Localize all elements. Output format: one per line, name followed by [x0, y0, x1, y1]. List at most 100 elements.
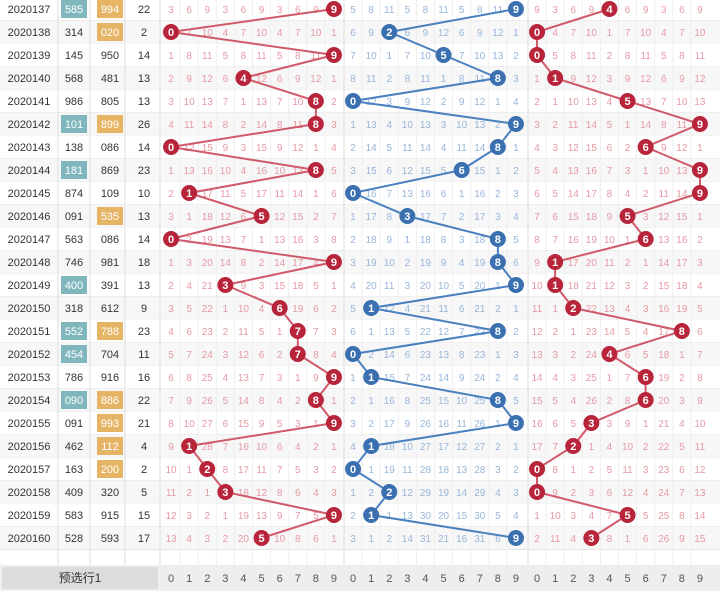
digit-header[interactable]: 4 — [240, 573, 246, 585]
miss-count: 5 — [607, 120, 613, 131]
digit-header[interactable]: 8 — [495, 573, 501, 585]
digit-header[interactable]: 5 — [624, 573, 630, 585]
miss-count: 11 — [184, 120, 195, 131]
digit-header[interactable]: 7 — [477, 573, 483, 585]
digit-header[interactable]: 7 — [295, 573, 301, 585]
miss-count: 8 — [223, 465, 229, 476]
svg-text:5: 5 — [440, 50, 446, 62]
miss-count: 3 — [552, 350, 558, 361]
miss-count: 4 — [186, 534, 192, 545]
miss-count: 26 — [586, 396, 598, 407]
miss-count: 6 — [441, 189, 447, 200]
digit-header[interactable]: 5 — [440, 573, 446, 585]
svg-text:0: 0 — [350, 464, 356, 476]
preselect-row-cell[interactable] — [2, 567, 158, 589]
miss-count: 8 — [459, 350, 465, 361]
digit-header[interactable]: 6 — [277, 573, 283, 585]
miss-count: 4 — [513, 373, 519, 384]
miss-count: 25 — [420, 396, 432, 407]
draw-badge — [97, 115, 123, 133]
miss-count: 17 — [676, 258, 688, 269]
digit-header[interactable]: 8 — [313, 573, 319, 585]
miss-count: 13 — [165, 534, 177, 545]
miss-count: 9 — [534, 5, 540, 16]
digit-header[interactable]: 0 — [534, 573, 540, 585]
digit-header[interactable]: 9 — [513, 573, 519, 585]
digit-header[interactable]: 6 — [643, 573, 649, 585]
digit-ball: 0 — [163, 231, 180, 247]
miss-count: 8 — [186, 51, 192, 62]
digit-header[interactable]: 2 — [570, 573, 576, 585]
miss-count: 20 — [474, 281, 486, 292]
digit-header[interactable]: 9 — [697, 573, 703, 585]
digit-ball: 1 — [547, 70, 564, 86]
miss-count: 8 — [313, 350, 319, 361]
miss-count: 2 — [241, 120, 247, 131]
miss-count: 10 — [456, 396, 468, 407]
miss-count: 8 — [277, 488, 283, 499]
digit-header[interactable]: 4 — [606, 573, 612, 585]
digit-header[interactable]: 1 — [186, 573, 192, 585]
svg-text:0: 0 — [350, 349, 356, 361]
miss-count: 15 — [202, 143, 214, 154]
test-badge — [61, 0, 87, 18]
digit-header[interactable]: 8 — [679, 573, 685, 585]
digit-header[interactable]: 6 — [459, 573, 465, 585]
miss-count: 2 — [625, 143, 631, 154]
draw-number: 788 — [101, 326, 119, 338]
miss-count: 1 — [331, 396, 337, 407]
miss-count: 27 — [474, 442, 486, 453]
miss-count: 1 — [350, 373, 356, 384]
miss-count: 8 — [368, 5, 374, 16]
miss-count: 17 — [384, 419, 396, 430]
miss-count: 2 — [643, 281, 649, 292]
miss-count: 17 — [438, 442, 450, 453]
miss-count: 5 — [495, 511, 501, 522]
miss-count: 31 — [420, 534, 432, 545]
miss-count: 1 — [259, 235, 265, 246]
digit-header[interactable]: 0 — [350, 573, 356, 585]
digit-header[interactable]: 2 — [204, 573, 210, 585]
miss-count: 12 — [256, 488, 268, 499]
digit-header[interactable]: 5 — [258, 573, 264, 585]
miss-count: 19 — [658, 373, 670, 384]
miss-count: 9 — [405, 97, 411, 108]
digit-ball: 0 — [345, 93, 362, 109]
digit-ball: 9 — [507, 277, 524, 293]
miss-count: 10 — [402, 442, 414, 453]
miss-count: 2 — [313, 442, 319, 453]
digit-header[interactable]: 2 — [386, 573, 392, 585]
miss-count: 17 — [202, 189, 214, 200]
digit-header[interactable]: 0 — [168, 573, 174, 585]
draw-badge — [97, 207, 123, 225]
miss-count: 9 — [405, 419, 411, 430]
miss-count: 2 — [259, 258, 265, 269]
miss-count: 4 — [625, 304, 631, 315]
miss-count: 12 — [640, 74, 652, 85]
digit-header[interactable]: 7 — [661, 573, 667, 585]
preselect-row-label[interactable]: 预选行1 — [59, 571, 102, 585]
digit-header[interactable]: 3 — [588, 573, 594, 585]
miss-count: 6 — [295, 5, 301, 16]
miss-count: 1 — [697, 212, 703, 223]
digit-header[interactable]: 3 — [404, 573, 410, 585]
digit-header[interactable]: 3 — [222, 573, 228, 585]
miss-count: 1 — [513, 442, 519, 453]
test-number: 101 — [65, 119, 83, 131]
digit-header[interactable]: 4 — [422, 573, 428, 585]
miss-count: 5 — [223, 396, 229, 407]
miss-count: 1 — [368, 534, 374, 545]
digit-header[interactable]: 1 — [552, 573, 558, 585]
miss-count: 18 — [568, 281, 580, 292]
miss-count: 19 — [676, 304, 688, 315]
svg-text:2: 2 — [570, 303, 576, 315]
miss-count: 14 — [676, 189, 688, 200]
miss-count: 29 — [474, 488, 486, 499]
digit-header[interactable]: 9 — [331, 573, 337, 585]
miss-count: 2 — [295, 396, 301, 407]
digit-header[interactable]: 1 — [368, 573, 374, 585]
digit-ball: 0 — [529, 47, 546, 63]
digit-ball: 9 — [691, 162, 708, 178]
svg-text:6: 6 — [643, 234, 649, 246]
miss-count: 12 — [694, 74, 706, 85]
